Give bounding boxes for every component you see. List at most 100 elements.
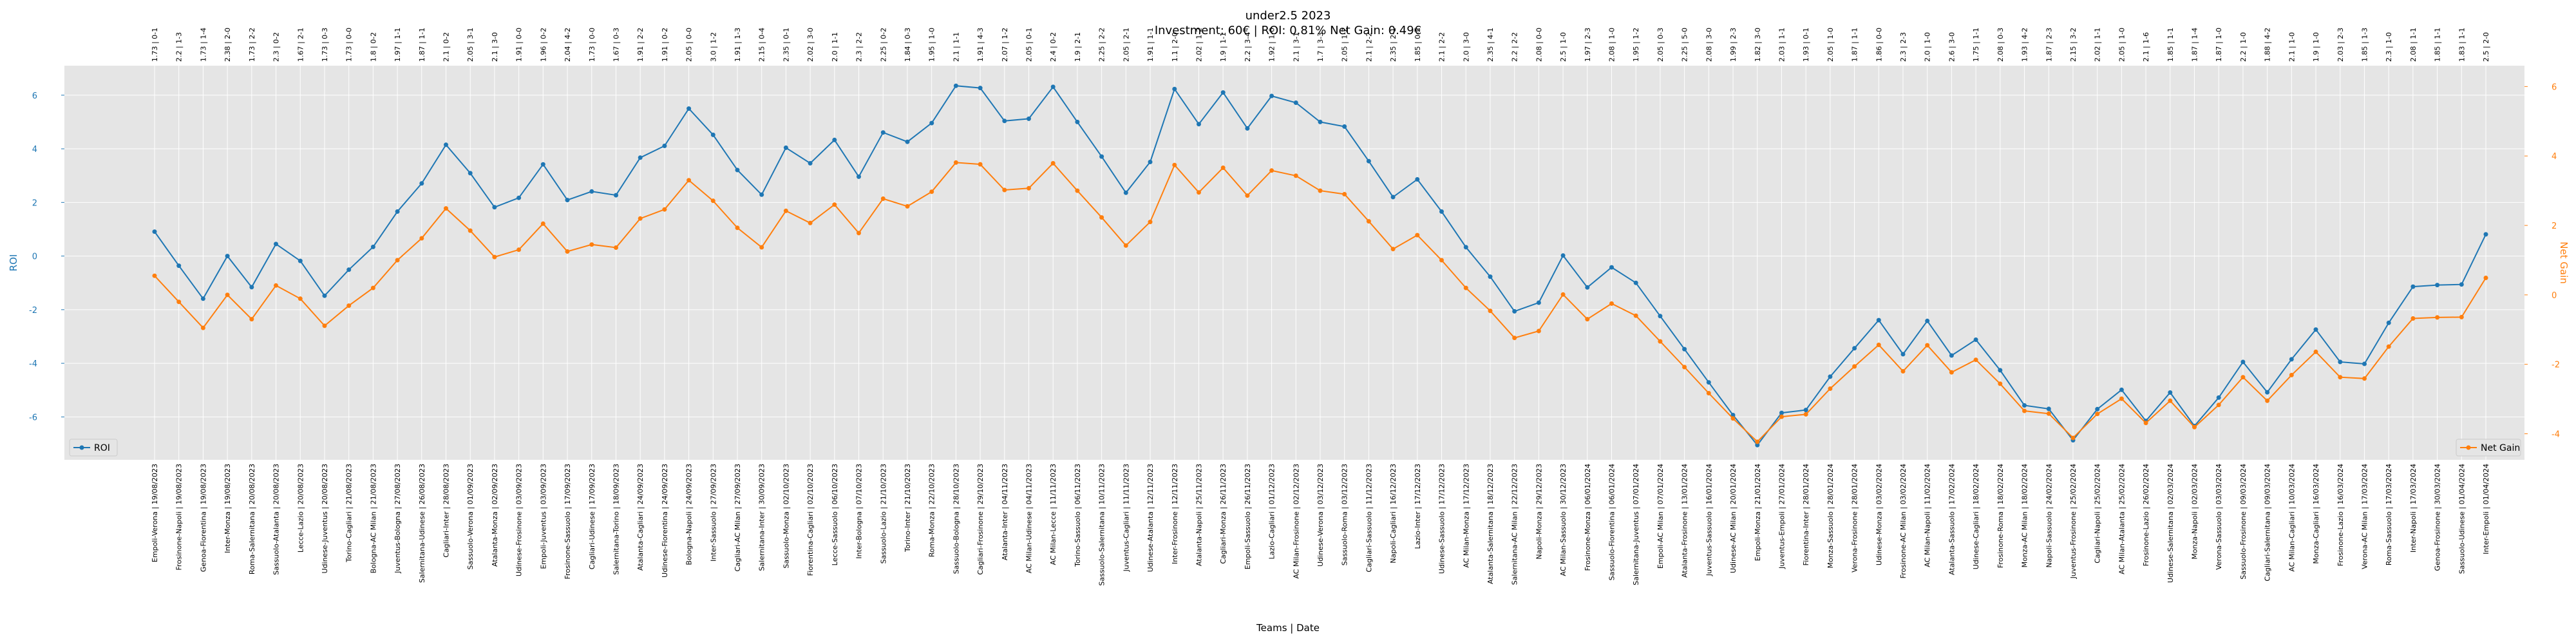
- top-label: 2.3 | 2-2: [855, 32, 864, 62]
- point-net-gain: [1318, 188, 1323, 193]
- point-roi: [614, 193, 618, 198]
- top-label: 1.91 | 0-0: [515, 28, 524, 62]
- point-roi: [1925, 318, 1930, 323]
- point-net-gain: [1123, 243, 1128, 248]
- point-roi: [1900, 352, 1906, 357]
- top-label: 1.83 | 1-1: [2458, 28, 2466, 62]
- top-label: 1.85 | 1-1: [2166, 28, 2175, 62]
- top-label: 1.96 | 0-2: [539, 28, 547, 62]
- top-label: 1.91 | 0-2: [661, 28, 669, 62]
- point-roi: [1075, 119, 1080, 124]
- point-roi: [759, 192, 764, 197]
- x-tick-label: AC Milan-Cagliari | 10/03/2024: [2287, 464, 2296, 572]
- point-net-gain: [638, 216, 643, 221]
- point-net-gain: [2338, 375, 2343, 380]
- x-tick-label: Fiorentina-Inter | 28/01/2024: [1802, 464, 1810, 565]
- point-net-gain: [1172, 162, 1177, 167]
- y-axis-left: -6 -4 -2 0 2 4 6: [29, 91, 64, 422]
- point-roi: [2265, 390, 2270, 395]
- x-tick-label: Inter-Empoli | 01/04/2024: [2482, 464, 2490, 554]
- point-roi: [1973, 337, 1978, 342]
- top-label: 1.92 | 1-0: [1268, 28, 1276, 62]
- x-tick-label: Lecce-Lazio | 20/08/2023: [296, 464, 305, 553]
- top-label: 1.87 | 1-1: [418, 28, 426, 62]
- point-roi: [1002, 118, 1007, 124]
- chart-title: under2.5 2023: [1245, 9, 1331, 23]
- point-net-gain: [832, 202, 837, 207]
- x-tick-label: Monza-AC Milan | 18/02/2024: [2021, 464, 2029, 567]
- x-tick-label: Cagliari-Monza | 26/11/2023: [1219, 464, 1227, 564]
- top-labels: 1.73 | 0-1 2.2 | 1-3 1.73 | 1-4 2.38 | 2-0 1…: [151, 28, 2490, 62]
- y-axis-label-right: Net Gain: [2558, 242, 2570, 284]
- x-tick-label: Empoli-AC Milan | 07/01/2024: [1656, 464, 1665, 569]
- top-label: 2.05 | 0-0: [685, 28, 694, 62]
- top-label: 2.3 | 1-0: [2385, 32, 2393, 62]
- top-label: 2.15 | 0-4: [758, 28, 766, 62]
- legend-roi-label: ROI: [94, 443, 110, 453]
- point-roi: [929, 120, 934, 126]
- point-net-gain: [1075, 188, 1080, 193]
- point-roi: [710, 132, 715, 137]
- point-roi: [1293, 100, 1298, 105]
- top-label: 1.95 | 1-0: [928, 28, 936, 62]
- point-net-gain: [1148, 220, 1153, 225]
- point-net-gain: [1803, 412, 1808, 417]
- point-roi: [1488, 274, 1493, 279]
- x-tick-label: AC Milan-Atalanta | 25/02/2024: [2117, 464, 2126, 574]
- point-roi: [152, 229, 157, 234]
- point-roi: [1415, 177, 1420, 182]
- point-roi: [274, 242, 278, 247]
- point-roi: [516, 195, 522, 200]
- top-label: 2.08 | 1-1: [2409, 28, 2418, 62]
- top-label: 1.73 | 1-4: [199, 28, 207, 62]
- point-roi: [1099, 154, 1104, 159]
- x-tick-label: Juventus-Empoli | 27/01/2024: [1777, 464, 1786, 569]
- point-roi: [1828, 374, 1833, 379]
- point-roi: [1706, 380, 1711, 385]
- top-label: 2.08 | 0-0: [1535, 28, 1543, 62]
- point-net-gain: [444, 206, 448, 211]
- point-net-gain: [1027, 185, 1031, 191]
- y-left-tick-label: 2: [32, 198, 37, 208]
- top-label: 2.05 | 1-2: [1341, 28, 1349, 62]
- x-tick-label: Frosinone-Lazio | 26/02/2024: [2142, 464, 2150, 566]
- x-tick-label: Inter-Frosinone | 12/11/2023: [1171, 464, 1179, 564]
- point-net-gain: [857, 231, 861, 236]
- point-roi: [1633, 280, 1638, 285]
- point-roi: [2386, 320, 2391, 325]
- x-tick-label: AC Milan-Napoli | 11/02/2024: [1924, 464, 1932, 567]
- point-net-gain: [735, 225, 740, 231]
- point-roi: [1609, 265, 1614, 270]
- top-label: 1.99 | 2-3: [1729, 28, 1738, 62]
- top-label: 1.91 | 2-2: [636, 28, 645, 62]
- y-right-tick-label: 2: [2552, 222, 2557, 231]
- top-label: 2.02 | 1-2: [1195, 28, 1203, 62]
- point-roi: [1197, 122, 1201, 127]
- point-roi: [1536, 300, 1541, 305]
- top-label: 1.73 | 0-1: [151, 28, 159, 62]
- x-tick-label: Inter-Monza | 19/08/2023: [223, 464, 232, 553]
- top-label: 2.08 | 1-0: [1608, 28, 1616, 62]
- x-tick-label: Napoli-Cagliari | 16/12/2023: [1389, 464, 1397, 564]
- point-net-gain: [395, 258, 400, 263]
- x-tick-label: Atalanta-Sassuolo | 17/02/2024: [1947, 464, 1956, 575]
- point-net-gain: [808, 220, 813, 225]
- x-tick-label: Sassuolo-Atalanta | 20/08/2023: [272, 464, 281, 575]
- point-net-gain: [1900, 369, 1906, 374]
- point-roi: [1730, 413, 1736, 417]
- point-roi: [2362, 361, 2367, 366]
- top-label: 2.07 | 1-2: [1001, 28, 1009, 62]
- point-roi: [2119, 387, 2124, 392]
- x-tick-label: Sassuolo-Lazio | 21/10/2023: [879, 464, 887, 564]
- point-net-gain: [1488, 308, 1493, 314]
- point-roi: [1390, 194, 1396, 200]
- point-roi: [2338, 359, 2343, 365]
- point-roi: [1269, 93, 1274, 99]
- point-roi: [1755, 442, 1760, 448]
- x-tick-label: Juventus-Sassuolo | 16/01/2024: [1705, 464, 1713, 576]
- point-net-gain: [2240, 375, 2246, 380]
- point-roi: [1512, 308, 1517, 314]
- x-tick-label: Udinese-Verona | 03/12/2023: [1316, 464, 1325, 567]
- top-label: 2.3 | 2-3: [1899, 32, 1908, 62]
